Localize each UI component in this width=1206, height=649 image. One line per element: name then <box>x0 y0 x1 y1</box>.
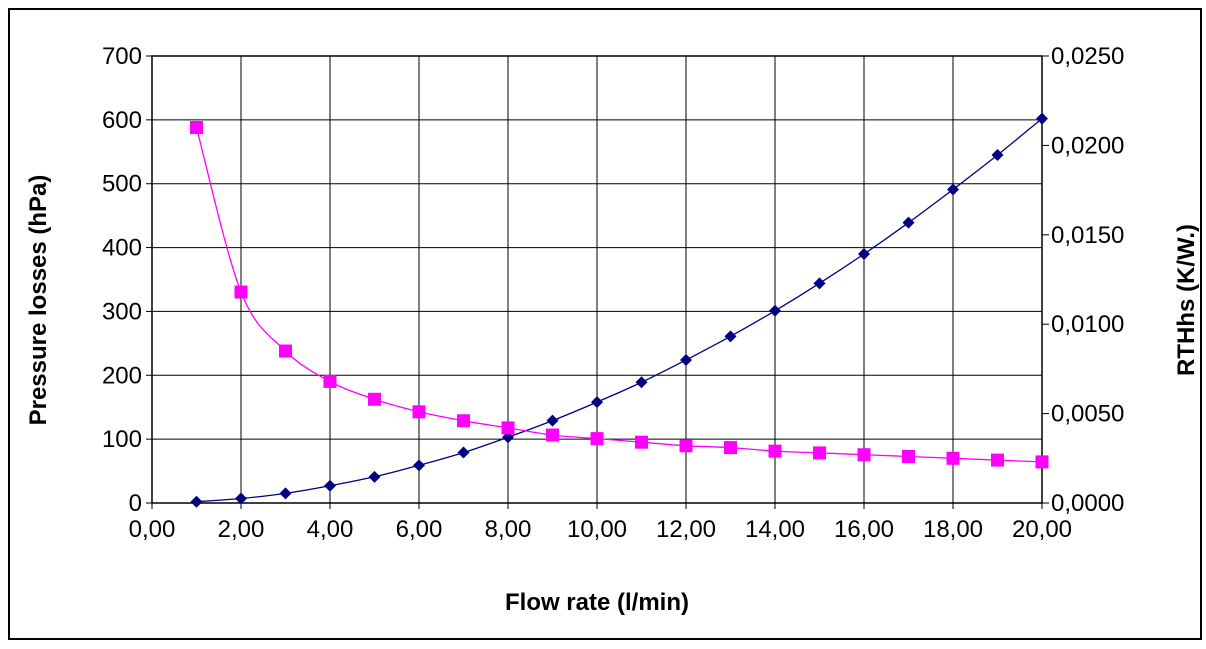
data-point <box>724 330 737 343</box>
data-point <box>235 492 247 505</box>
series <box>190 112 1049 508</box>
y-right-tick-label: 0,0050 <box>1051 401 1124 428</box>
data-point <box>946 451 960 465</box>
y-left-tick-label: 400 <box>102 235 142 262</box>
data-point <box>858 247 870 260</box>
y-axis-right-title: RTHhs (K/W.) <box>1173 224 1200 376</box>
data-point <box>902 216 915 229</box>
y-axis-left-title: Pressure losses (hPa) <box>25 175 52 426</box>
data-point <box>902 450 915 464</box>
data-point <box>768 444 782 458</box>
data-point <box>991 148 1004 161</box>
y-left-tick-label: 600 <box>102 107 142 134</box>
data-point <box>412 405 426 419</box>
data-point <box>234 285 248 299</box>
y-left-tick-label: 500 <box>102 171 142 198</box>
data-point <box>591 396 603 409</box>
data-point <box>546 428 559 442</box>
x-axis-title: Flow rate (l/min) <box>505 589 689 616</box>
data-point <box>857 448 871 462</box>
data-point <box>501 421 515 435</box>
series-pressure-losses <box>190 112 1048 508</box>
data-point <box>1036 112 1048 125</box>
data-point <box>680 353 692 366</box>
y-right-tick-label: 0,0250 <box>1051 43 1124 70</box>
data-point <box>769 304 781 317</box>
y-right-tick-label: 0,0150 <box>1051 222 1124 249</box>
data-point <box>457 446 470 459</box>
data-point <box>279 487 292 500</box>
data-point <box>991 453 1004 467</box>
y-left-tick-label: 700 <box>102 43 142 70</box>
data-point <box>635 376 648 389</box>
data-point <box>324 479 336 492</box>
y-right-tick-label: 0,0200 <box>1051 132 1124 159</box>
data-point <box>546 414 559 427</box>
x-tick-label: 14,00 <box>745 516 805 543</box>
data-point <box>590 432 604 446</box>
axes: 0,00 2,00 4,00 6,00 8,00 10,00 12,00 14,00 16,00… <box>102 43 1124 543</box>
data-point <box>190 495 203 508</box>
data-point <box>679 439 693 453</box>
data-point <box>368 392 381 406</box>
x-tick-label: 20,00 <box>1012 516 1072 543</box>
y-left-tick-label: 200 <box>102 362 142 389</box>
y-right-tick-label: 0,0000 <box>1051 490 1124 517</box>
y-left-tick-label: 300 <box>102 298 142 325</box>
data-point <box>279 344 292 358</box>
x-tick-label: 10,00 <box>567 516 627 543</box>
data-point <box>635 435 648 449</box>
x-tick-label: 0,00 <box>129 516 176 543</box>
data-point <box>724 441 737 455</box>
data-point <box>413 459 425 472</box>
x-tick-label: 18,00 <box>923 516 983 543</box>
x-tick-label: 4,00 <box>307 516 354 543</box>
x-tick-label: 16,00 <box>834 516 894 543</box>
data-point <box>190 121 203 135</box>
y-left-tick-label: 100 <box>102 426 142 453</box>
x-tick-label: 6,00 <box>396 516 443 543</box>
data-point <box>457 414 470 428</box>
data-point <box>813 446 826 460</box>
data-point <box>947 183 959 196</box>
y-right-tick-label: 0,0100 <box>1051 311 1124 338</box>
data-point <box>1035 455 1049 469</box>
y-left-tick-label: 0 <box>129 490 142 517</box>
series-rthhs <box>190 121 1049 469</box>
data-point <box>323 374 337 388</box>
x-tick-label: 8,00 <box>485 516 532 543</box>
data-point <box>368 470 381 483</box>
x-tick-label: 12,00 <box>656 516 716 543</box>
data-point <box>813 277 826 290</box>
outer-border <box>8 8 1202 640</box>
x-tick-label: 2,00 <box>218 516 265 543</box>
